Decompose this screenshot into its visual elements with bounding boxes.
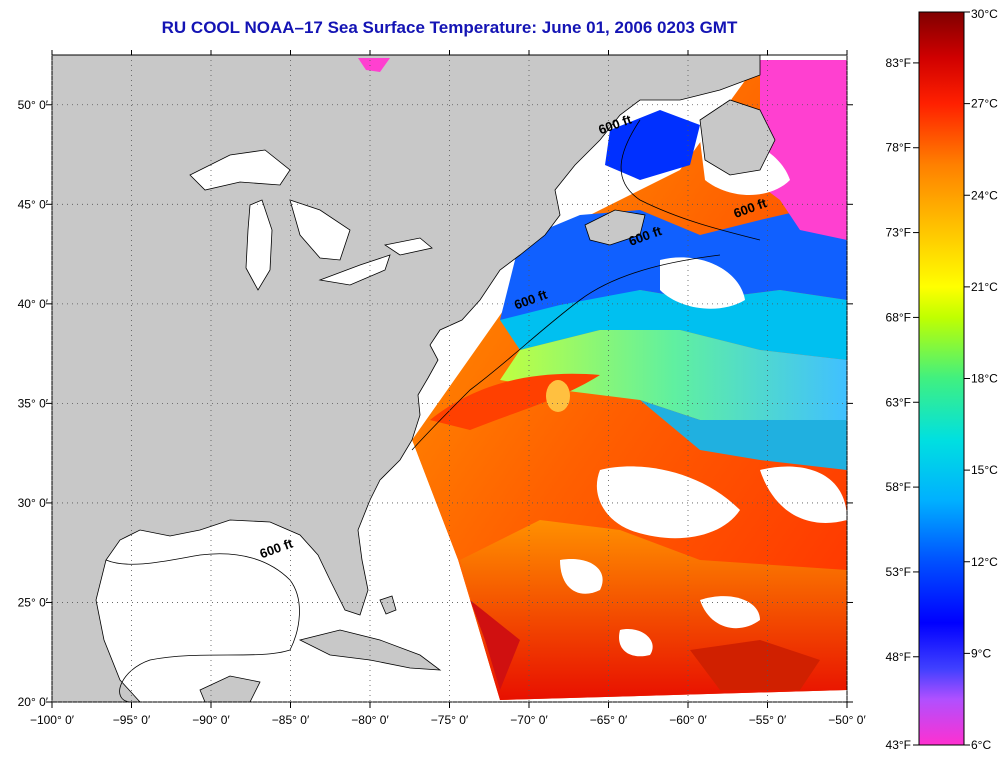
sst-swath: [412, 60, 847, 700]
lat-tick-label: 20° 0′: [18, 695, 49, 709]
fahrenheit-label: 43°F: [886, 738, 911, 752]
map-title: RU COOL NOAA–17 Sea Surface Temperature:…: [161, 18, 738, 37]
color-scale-bar: [918, 11, 965, 746]
lon-tick-label: −90° 0′: [192, 713, 230, 727]
lon-tick-label: −80° 0′: [351, 713, 389, 727]
lon-tick-label: −55° 0′: [749, 713, 787, 727]
celsius-label: 27°C: [971, 97, 998, 111]
lat-tick-label: 45° 0′: [18, 197, 49, 211]
lon-tick-label: −65° 0′: [590, 713, 628, 727]
celsius-label: 12°C: [971, 555, 998, 569]
axis-ticks: −100° 0′ −95° 0′ −90° 0′ −85° 0′ −80° 0′ −75°…: [18, 50, 866, 727]
lon-tick-label: −50° 0′: [828, 713, 866, 727]
lon-tick-label: −95° 0′: [113, 713, 151, 727]
fahrenheit-label: 48°F: [886, 650, 911, 664]
fahrenheit-label: 83°F: [886, 56, 911, 70]
fahrenheit-label: 68°F: [886, 310, 911, 324]
great-lakes: [189, 149, 433, 291]
celsius-label: 18°C: [971, 372, 998, 386]
lon-tick-label: −70° 0′: [510, 713, 548, 727]
fahrenheit-label: 63°F: [886, 395, 911, 409]
fahrenheit-label: 53°F: [886, 565, 911, 579]
celsius-label: 9°C: [971, 646, 991, 660]
celsius-label: 6°C: [971, 738, 991, 752]
lon-tick-label: −100° 0′: [30, 713, 75, 727]
lon-tick-label: −85° 0′: [272, 713, 310, 727]
celsius-label: 30°C: [971, 7, 998, 21]
lon-tick-label: −60° 0′: [669, 713, 707, 727]
celsius-label: 21°C: [971, 280, 998, 294]
lat-tick-label: 35° 0′: [18, 396, 49, 410]
celsius-label: 24°C: [971, 188, 998, 202]
fahrenheit-label: 73°F: [886, 226, 911, 240]
fahrenheit-label: 58°F: [886, 480, 911, 494]
depth-contour-600ft: [105, 119, 761, 702]
lat-tick-label: 40° 0′: [18, 297, 49, 311]
land-north-america: [52, 55, 761, 702]
lon-tick-label: −75° 0′: [431, 713, 469, 727]
lat-tick-label: 25° 0′: [18, 595, 49, 609]
fahrenheit-label: 78°F: [886, 141, 911, 155]
lat-tick-label: 50° 0′: [18, 98, 49, 112]
lat-tick-label: 30° 0′: [18, 496, 49, 510]
celsius-label: 15°C: [971, 463, 998, 477]
color-scale-labels: 30°C 27°C 24°C 21°C 18°C 15°C 12°C 9°C 6°C 83°F 78…: [886, 7, 999, 752]
